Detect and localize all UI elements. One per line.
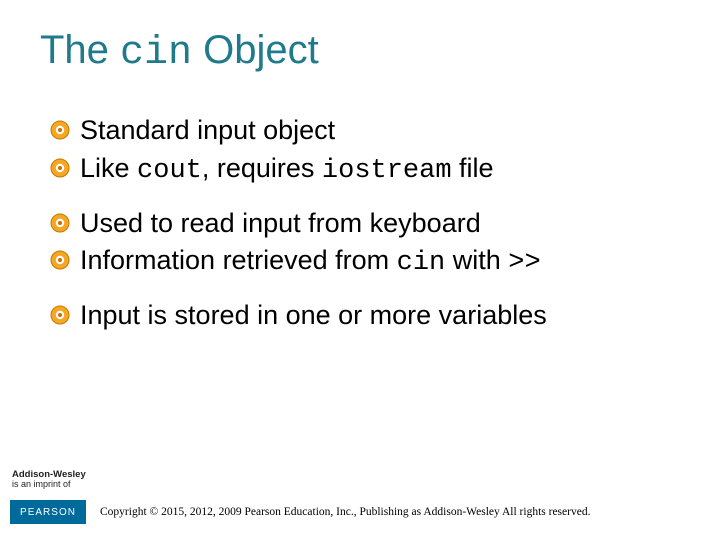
bullet-icon: [50, 250, 70, 270]
footer: Addison-Wesley is an imprint of PEARSON …: [0, 474, 720, 530]
title-part2: Object: [192, 28, 319, 72]
bullet-icon: [50, 305, 70, 325]
code-text: >>: [508, 248, 540, 278]
code-text: cout: [137, 156, 202, 186]
bullet-item: Used to read input from keyboard: [50, 207, 680, 241]
bullet-text: Information retrieved from cin with >>: [80, 244, 541, 281]
plain-text: with: [445, 245, 508, 275]
bullet-group: Used to read input from keyboard Informa…: [50, 207, 680, 282]
bullet-item: Input is stored in one or more variables: [50, 299, 680, 333]
title-code: cin: [120, 31, 192, 76]
bullet-group: Input is stored in one or more variables: [50, 299, 680, 333]
bullet-text: Used to read input from keyboard: [80, 207, 481, 241]
bullet-item: Information retrieved from cin with >>: [50, 244, 680, 281]
plain-text: , requires: [202, 153, 322, 183]
plain-text: Information retrieved from: [80, 245, 397, 275]
imprint-block: Addison-Wesley is an imprint of: [12, 470, 86, 490]
pearson-logo: PEARSON: [10, 500, 86, 524]
bullet-text: Input is stored in one or more variables: [80, 299, 547, 333]
imprint-line2: is an imprint of: [12, 480, 86, 490]
plain-text: Like: [80, 153, 137, 183]
code-text: iostream: [322, 156, 452, 186]
bullet-list: Standard input object Like cout, require…: [50, 110, 680, 351]
bullet-icon: [50, 120, 70, 140]
bullet-icon: [50, 158, 70, 178]
bullet-group: Standard input object Like cout, require…: [50, 114, 680, 189]
plain-text: file: [452, 153, 494, 183]
bullet-icon: [50, 213, 70, 233]
code-text: cin: [397, 248, 446, 278]
title-part1: The: [40, 28, 120, 72]
bullet-text: Like cout, requires iostream file: [80, 152, 494, 189]
bullet-item: Standard input object: [50, 114, 680, 148]
slide-title: The cin Object: [40, 28, 319, 76]
copyright-text: Copyright © 2015, 2012, 2009 Pearson Edu…: [100, 506, 590, 518]
bullet-item: Like cout, requires iostream file: [50, 152, 680, 189]
bullet-text: Standard input object: [80, 114, 335, 148]
plain-text: Input is stored in one or more variables: [80, 300, 547, 330]
plain-text: Used to read input from keyboard: [80, 208, 481, 238]
slide: The cin Object Standard input object Lik…: [0, 0, 720, 540]
plain-text: Standard input object: [80, 115, 335, 145]
